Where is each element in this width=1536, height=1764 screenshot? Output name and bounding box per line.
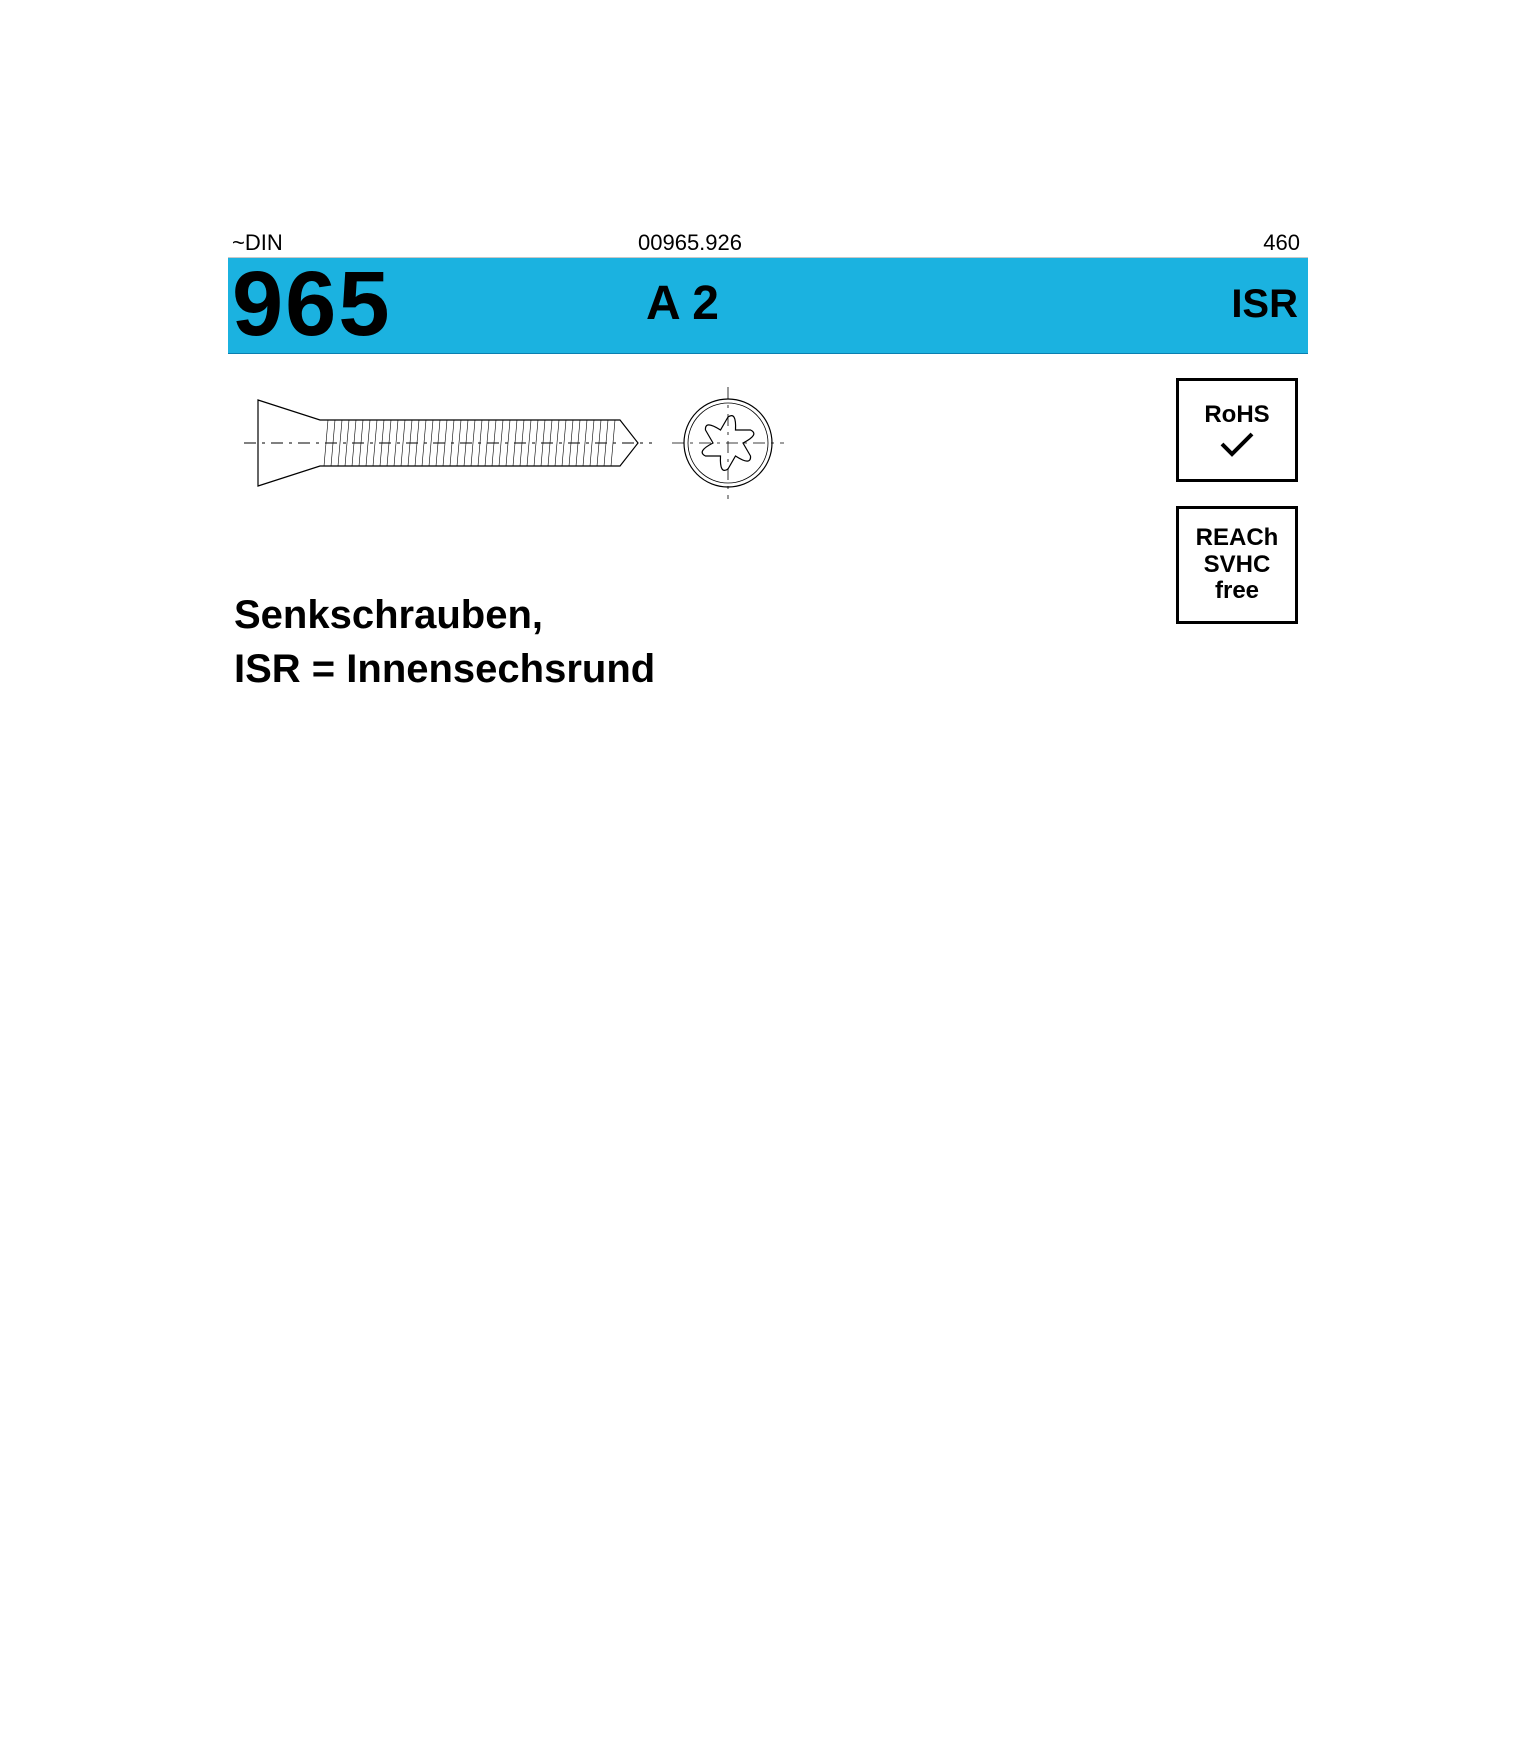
reach-badge: REACh SVHC free bbox=[1176, 506, 1298, 624]
rohs-label: RoHS bbox=[1204, 402, 1269, 428]
rohs-badge: RoHS bbox=[1176, 378, 1298, 482]
description: Senkschrauben, ISR = Innensechsrund bbox=[234, 588, 655, 696]
desc-line-1: Senkschrauben, bbox=[234, 588, 655, 642]
drawing-svg bbox=[228, 368, 928, 528]
reach-line-2: SVHC bbox=[1204, 552, 1271, 578]
header-row-2: 965 A 2 ISR bbox=[228, 258, 1308, 354]
compliance-badges: RoHS REACh SVHC free bbox=[1176, 378, 1298, 648]
drive-type: ISR bbox=[1231, 282, 1298, 327]
material-grade: A 2 bbox=[646, 276, 719, 331]
header-mid: 00965.926 bbox=[638, 228, 742, 258]
reach-line-1: REACh bbox=[1196, 525, 1279, 551]
header-right: 460 bbox=[1263, 228, 1300, 258]
din-number: 965 bbox=[232, 252, 392, 357]
spec-card: ~DIN 00965.926 460 965 A 2 ISR Senkschra… bbox=[228, 228, 1308, 1308]
check-icon bbox=[1219, 430, 1255, 458]
desc-line-2: ISR = Innensechsrund bbox=[234, 642, 655, 696]
reach-line-3: free bbox=[1215, 578, 1259, 604]
